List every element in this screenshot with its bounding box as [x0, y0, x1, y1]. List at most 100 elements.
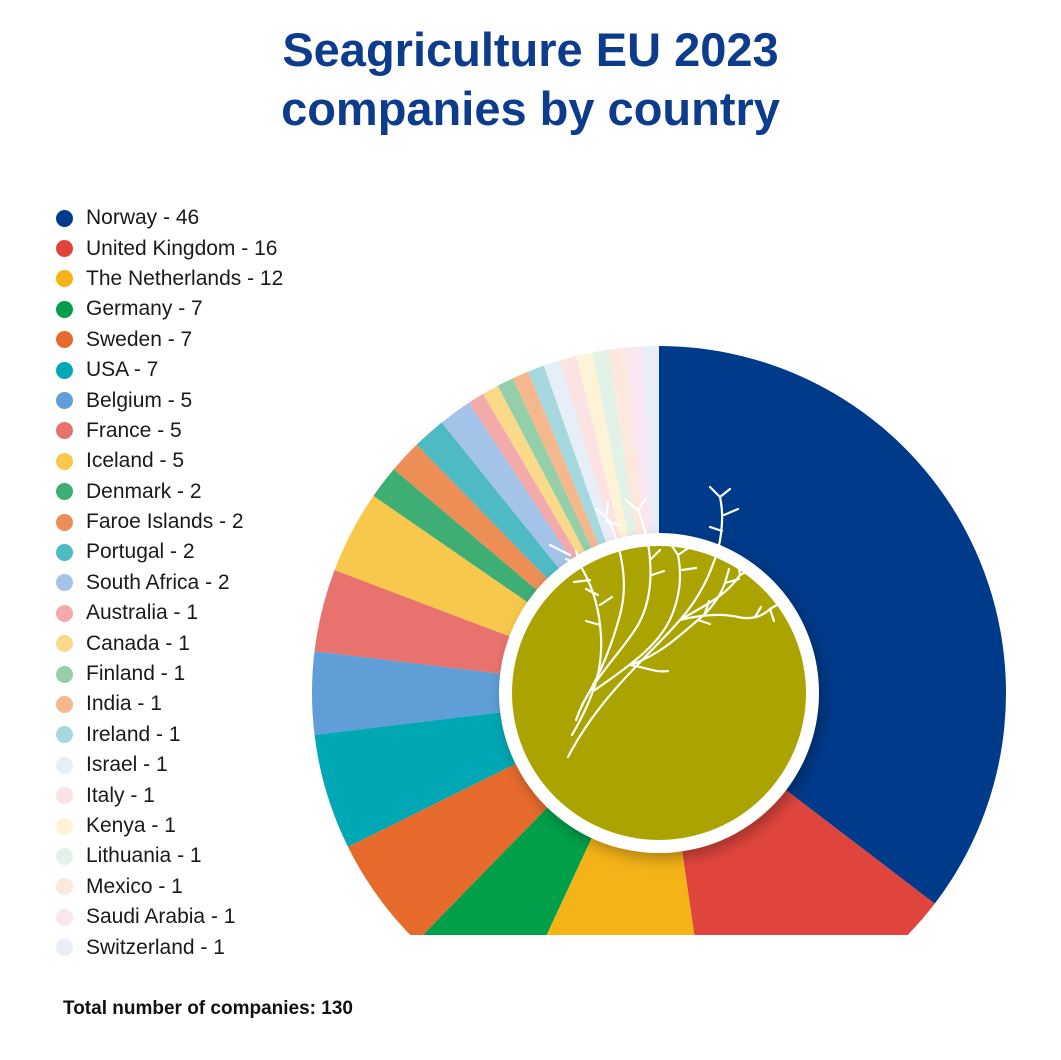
slice-belgium: [312, 651, 511, 735]
legend-label: Canada - 1: [86, 631, 190, 655]
donut-slices: [312, 346, 1006, 935]
slice-usa: [314, 711, 525, 847]
legend-label: Australia - 1: [86, 601, 199, 625]
legend-swatch: [56, 452, 73, 470]
chart-legend: Norway - 46 United Kingdom - 16 The Nether…: [56, 203, 283, 963]
slice-mexico: [608, 347, 645, 545]
slice-norway: [659, 346, 1006, 904]
slice-lithuania: [592, 349, 638, 546]
legend-swatch: [56, 422, 73, 440]
slice-saudi-arabia: [625, 346, 652, 544]
chart-title-line-2: companies by country: [281, 82, 780, 135]
legend-swatch: [56, 483, 73, 501]
chart-title-line-1: Seagriculture EU 2023: [282, 23, 779, 76]
center-disc: [512, 546, 806, 840]
slice-ireland: [528, 365, 610, 555]
legend-label: Saudi Arabia - 1: [86, 905, 236, 929]
legend-label: Lithuania - 1: [86, 844, 202, 868]
slice-finland: [497, 378, 596, 561]
legend-swatch: [56, 878, 73, 896]
legend-label: Kenya - 1: [86, 814, 176, 837]
legend-label: South Africa - 2: [86, 570, 230, 594]
legend-label: Faroe Islands - 2: [86, 510, 244, 534]
legend-label: Sweden - 7: [86, 327, 193, 351]
legend-item-usa: USA - 7: [56, 355, 283, 385]
legend-item-faroe-islands: Faroe Islands - 2: [56, 507, 283, 537]
legend-item-portugal: Portugal - 2: [56, 537, 283, 567]
slice-sweden: [347, 759, 555, 935]
legend-swatch: [56, 787, 73, 805]
legend-swatch: [56, 574, 73, 592]
legend-item-saudi-arabia: Saudi Arabia - 1: [56, 902, 283, 932]
legend-swatch: [56, 361, 73, 379]
legend-item-switzerland: Switzerland - 1: [56, 932, 283, 962]
slice-italy: [559, 356, 624, 550]
slice-kenya: [575, 352, 631, 548]
legend-item-finland: Finland - 1: [56, 659, 283, 689]
legend-label: United Kingdom - 16: [86, 236, 278, 260]
legend-label: Germany - 7: [86, 297, 203, 321]
legend-item-norway: Norway - 46: [56, 203, 283, 233]
legend-item-australia: Australia - 1: [56, 598, 283, 628]
legend-item-united-kingdom: United Kingdom - 16: [56, 233, 283, 263]
legend-swatch: [56, 300, 73, 318]
legend-swatch: [56, 635, 73, 653]
legend-item-the-netherlands: The Netherlands - 12: [56, 264, 283, 294]
legend-item-ireland: Ireland - 1: [56, 720, 283, 750]
legend-swatch: [56, 939, 73, 957]
slice-india: [512, 371, 603, 557]
legend-swatch: [56, 665, 73, 683]
slice-switzerland: [642, 346, 659, 544]
legend-label: Israel - 1: [86, 753, 168, 777]
chart-title: Seagriculture EU 2023 companies by count…: [0, 20, 1061, 138]
slice-israel: [543, 360, 617, 552]
legend-label: Portugal - 2: [86, 540, 195, 564]
slice-denmark: [373, 469, 545, 608]
legend-swatch: [56, 756, 73, 774]
legend-item-lithuania: Lithuania - 1: [56, 841, 283, 871]
legend-swatch: [56, 209, 73, 227]
slice-portugal: [416, 422, 566, 586]
legend-label: Norway - 46: [86, 206, 200, 230]
slice-canada: [483, 385, 590, 564]
legend-label: India - 1: [86, 692, 162, 716]
legend-item-south-africa: South Africa - 2: [56, 568, 283, 598]
legend-item-france: France - 5: [56, 416, 283, 446]
legend-item-italy: Italy - 1: [56, 780, 283, 810]
slice-faroe-islands: [393, 444, 555, 597]
legend-swatch: [56, 513, 73, 531]
legend-swatch: [56, 908, 73, 926]
legend-item-mexico: Mexico - 1: [56, 872, 283, 902]
legend-swatch: [56, 270, 73, 288]
slice-south-africa: [441, 402, 577, 577]
legend-item-india: India - 1: [56, 689, 283, 719]
slice-australia: [468, 393, 583, 568]
legend-item-kenya: Kenya - 1: [56, 811, 283, 841]
legend-item-belgium: Belgium - 5: [56, 385, 283, 415]
legend-label: Ireland - 1: [86, 722, 181, 746]
legend-label: The Netherlands - 12: [86, 266, 284, 290]
legend-item-denmark: Denmark - 2: [56, 477, 283, 507]
legend-swatch: [56, 240, 73, 258]
seaweed-icon: [548, 485, 782, 759]
donut-chart: [312, 346, 1006, 935]
slice-france: [314, 569, 519, 675]
legend-item-iceland: Iceland - 5: [56, 446, 283, 476]
slice-the-netherlands: [546, 829, 695, 935]
legend-item-israel: Israel - 1: [56, 750, 283, 780]
legend-item-germany: Germany - 7: [56, 294, 283, 324]
total-companies: Total number of companies: 130: [63, 998, 353, 1019]
legend-label: Iceland - 5: [86, 449, 185, 473]
legend-label: Italy - 1: [86, 783, 155, 807]
slice-germany: [422, 800, 596, 935]
legend-swatch: [56, 392, 73, 410]
legend-item-sweden: Sweden - 7: [56, 325, 283, 355]
legend-label: Belgium - 5: [86, 388, 193, 412]
legend-label: Switzerland - 1: [86, 935, 225, 959]
legend-label: Denmark - 2: [86, 479, 202, 503]
slice-iceland: [334, 495, 536, 640]
legend-swatch: [56, 847, 73, 865]
legend-swatch: [56, 817, 73, 835]
legend-swatch: [56, 604, 73, 622]
legend-swatch: [56, 543, 73, 561]
